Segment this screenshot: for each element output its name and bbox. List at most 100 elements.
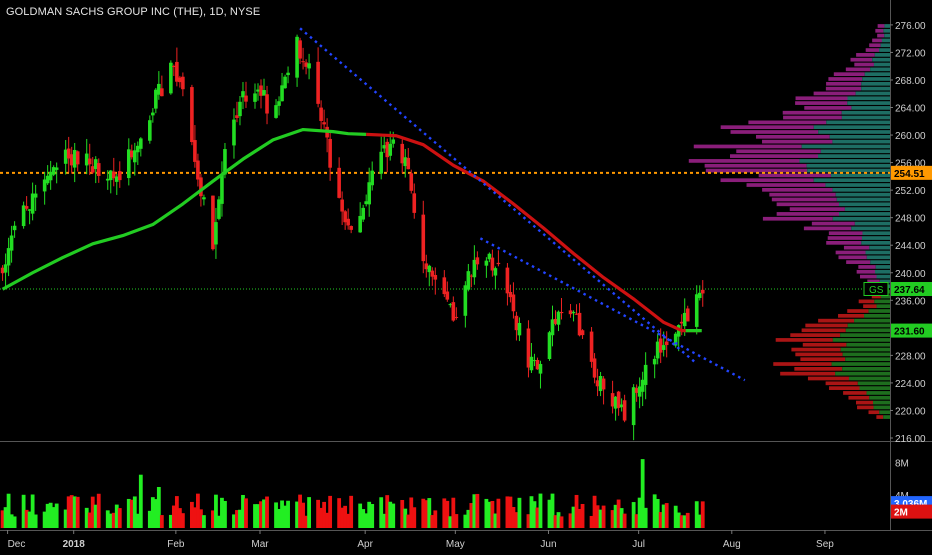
volume-profile-bar (813, 125, 890, 130)
volume-bar (189, 501, 194, 528)
volume-profile-bar (829, 386, 860, 390)
candle-body (199, 177, 203, 197)
candle-body (301, 61, 305, 63)
volume-profile-bar (875, 265, 890, 269)
price-tick-label: 268.00 (895, 76, 926, 87)
volume-profile-bar (840, 347, 890, 352)
volume-profile-bar (776, 212, 840, 216)
candle-body (111, 171, 116, 179)
volume-profile-bar (841, 110, 890, 115)
candle-body (451, 302, 456, 321)
volume-bar (277, 508, 281, 528)
volume-bar (616, 499, 621, 528)
candle-body (157, 83, 161, 95)
candle-body (196, 160, 200, 180)
volume-profile-bar (804, 106, 852, 110)
time-tick-label: Aug (723, 539, 741, 550)
volume-profile-bar (803, 226, 852, 231)
candle-body (445, 291, 450, 300)
time-tick-label: Apr (357, 539, 373, 550)
volume-bar (409, 497, 414, 528)
volume-bar (223, 500, 227, 528)
moving-average-rising (1, 127, 367, 291)
price-marker-symbol: GS (869, 285, 884, 296)
volume-profile-bar (762, 187, 833, 192)
volume-bar (286, 500, 290, 528)
volume-bar (87, 512, 92, 528)
candle-body (571, 311, 576, 314)
volume-bar (328, 495, 333, 528)
volume-bar (138, 474, 143, 528)
volume-bar (325, 512, 330, 528)
candle-body (694, 294, 699, 327)
candle-body (105, 178, 110, 181)
volume-bar (412, 507, 417, 528)
volume-profile-bar (762, 216, 833, 221)
volume-bar (517, 497, 522, 528)
volume-profile-bar (854, 221, 890, 226)
volume-profile-bar (848, 395, 870, 400)
volume-profile-bar (869, 395, 890, 400)
volume-profile-bar (838, 202, 890, 207)
volume-profile-bar (841, 115, 890, 120)
candle-body (490, 257, 495, 271)
candle-body (700, 289, 705, 294)
candle-body (93, 159, 98, 170)
volume-marker-label: 2M (894, 508, 908, 519)
volume-bar (571, 506, 576, 528)
candle-body (129, 150, 134, 158)
volume-profile-bar (876, 304, 890, 309)
volume-profile-bar (864, 72, 890, 77)
volume-profile-bar (866, 255, 890, 260)
volume-profile-bar (835, 192, 890, 197)
candle-body (664, 341, 669, 346)
volume-profile-bar (758, 173, 831, 178)
candle-body (259, 85, 263, 96)
volume-profile-bar (830, 173, 890, 178)
candle-body (448, 304, 453, 306)
volume-profile-bar (883, 28, 890, 33)
candle-body (136, 145, 140, 153)
candle-body (643, 364, 648, 385)
volume-bar (433, 510, 438, 528)
volume-bar (295, 501, 299, 528)
volume-profile-bar (844, 207, 890, 211)
candle-body (388, 143, 393, 156)
volume-bar (634, 514, 639, 528)
volume-profile-bar (873, 400, 890, 405)
volume-profile-bar (828, 231, 863, 236)
candle-body (328, 138, 332, 168)
volume-profile-bar (868, 410, 880, 415)
volume-bar (214, 494, 218, 528)
volume-bar (75, 496, 80, 528)
volume-profile-bar (861, 86, 890, 91)
volume-bar (613, 504, 618, 528)
candle-body (412, 193, 417, 213)
volume-bar (235, 510, 239, 528)
volume-profile-bar (705, 168, 808, 173)
candle-body (304, 62, 308, 67)
volume-bar (697, 514, 702, 528)
volume-profile-bar (807, 376, 849, 381)
candle-body (430, 270, 435, 277)
volume-bar (601, 505, 606, 528)
volume-profile-bar (836, 197, 890, 202)
volume-bar (451, 497, 456, 528)
volume-profile-bar (861, 236, 890, 240)
candle-body (337, 167, 341, 198)
candle-body (232, 119, 236, 146)
volume-tick-label: 8M (895, 458, 909, 469)
candle-body (505, 267, 510, 294)
volume-bar (193, 507, 197, 528)
volume-profile-bar (875, 28, 884, 33)
volume-profile-bar (884, 33, 890, 38)
volume-profile-bar (857, 381, 890, 386)
volume-bar (84, 507, 89, 528)
volume-profile-bar (847, 96, 890, 101)
volume-profile-bar (874, 53, 890, 57)
candle-body (685, 308, 690, 322)
volume-bar (610, 510, 615, 528)
candle-body (385, 141, 390, 158)
